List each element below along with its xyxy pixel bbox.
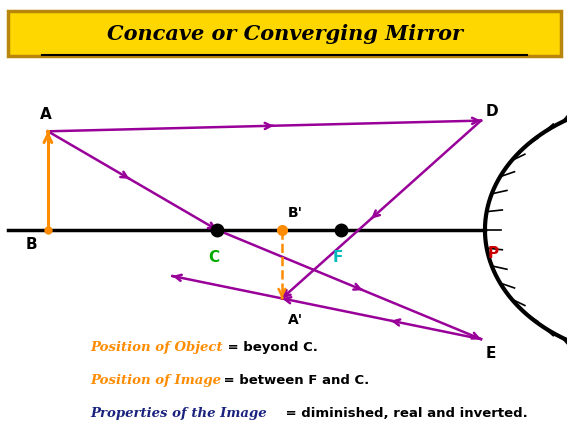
Text: C: C bbox=[209, 250, 220, 265]
Text: Position of Image: Position of Image bbox=[90, 374, 221, 387]
Text: = between F and C.: = between F and C. bbox=[219, 374, 369, 387]
Text: E: E bbox=[486, 346, 496, 362]
Text: A: A bbox=[39, 107, 51, 122]
Text: = diminished, real and inverted.: = diminished, real and inverted. bbox=[281, 407, 527, 420]
Text: D: D bbox=[486, 104, 498, 119]
Text: P: P bbox=[488, 246, 499, 261]
Text: A': A' bbox=[288, 313, 303, 327]
FancyBboxPatch shape bbox=[8, 11, 561, 56]
Text: B: B bbox=[25, 237, 37, 252]
Text: Properties of the Image: Properties of the Image bbox=[90, 407, 267, 420]
Text: B': B' bbox=[288, 206, 302, 220]
Text: F: F bbox=[333, 250, 343, 265]
Text: = beyond C.: = beyond C. bbox=[223, 341, 318, 354]
Text: Concave or Converging Mirror: Concave or Converging Mirror bbox=[107, 23, 463, 44]
Text: Position of Object: Position of Object bbox=[90, 341, 223, 354]
